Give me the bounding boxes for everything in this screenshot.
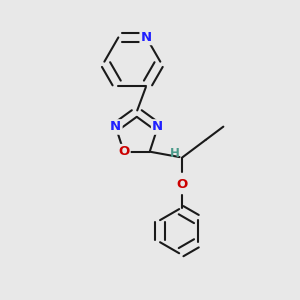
Text: O: O — [176, 178, 188, 190]
Text: N: N — [141, 31, 152, 44]
Text: O: O — [118, 145, 129, 158]
Text: H: H — [170, 147, 180, 160]
Text: N: N — [110, 121, 121, 134]
Text: N: N — [152, 121, 163, 134]
